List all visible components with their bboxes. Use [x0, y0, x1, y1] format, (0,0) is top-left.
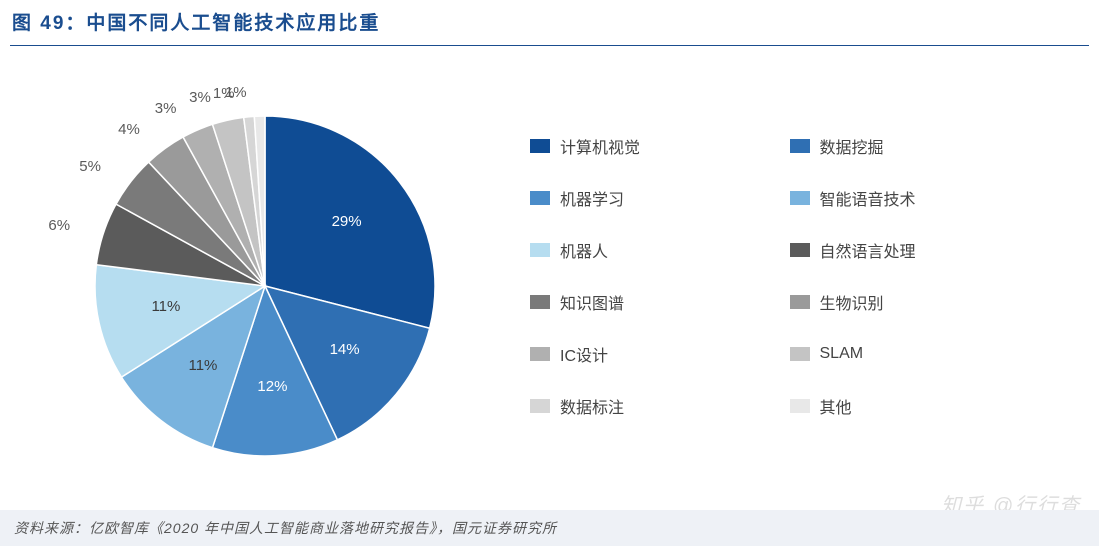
legend-swatch: [790, 347, 810, 361]
legend-item: 自然语言处理: [790, 238, 1040, 262]
pie-chart: [80, 96, 450, 476]
slice-percent-label: 11%: [151, 298, 180, 315]
slice-percent-label: 3%: [155, 100, 177, 117]
legend-label: 数据挖掘: [820, 134, 884, 158]
legend-item: 生物识别: [790, 290, 1040, 314]
slice-percent-label: 6%: [48, 217, 70, 234]
legend-label: 计算机视觉: [560, 134, 640, 158]
legend-label: SLAM: [820, 345, 864, 363]
slice-percent-label: 12%: [257, 378, 287, 395]
legend-label: 机器人: [560, 238, 608, 262]
legend-item: 知识图谱: [530, 290, 780, 314]
slice-percent-label: 3%: [189, 89, 211, 106]
source-footer: 资料来源：亿欧智库《2020 年中国人工智能商业落地研究报告》，国元证券研究所: [0, 510, 1099, 546]
legend-label: IC设计: [560, 342, 608, 366]
legend-swatch: [530, 139, 550, 153]
legend-item: 数据挖掘: [790, 134, 1040, 158]
legend-label: 自然语言处理: [820, 238, 916, 262]
legend-swatch: [790, 399, 810, 413]
slice-percent-label: 1%: [225, 84, 247, 101]
legend-item: 机器学习: [530, 186, 780, 210]
slice-percent-label: 29%: [332, 213, 362, 230]
slice-percent-label: 4%: [118, 121, 140, 138]
legend-item: 机器人: [530, 238, 780, 262]
legend-swatch: [530, 295, 550, 309]
legend-swatch: [530, 191, 550, 205]
legend-swatch: [530, 243, 550, 257]
legend-item: 其他: [790, 394, 1040, 418]
chart-title: 图 49：中国不同人工智能技术应用比重: [12, 8, 1087, 35]
legend-swatch: [530, 399, 550, 413]
legend-item: SLAM: [790, 342, 1040, 366]
legend-swatch: [790, 139, 810, 153]
legend-label: 机器学习: [560, 186, 624, 210]
slice-percent-label: 5%: [79, 158, 101, 175]
legend-label: 数据标注: [560, 394, 624, 418]
slice-percent-label: 14%: [330, 341, 360, 358]
legend-label: 其他: [820, 394, 852, 418]
legend-label: 生物识别: [820, 290, 884, 314]
legend-item: 数据标注: [530, 394, 780, 418]
legend-label: 知识图谱: [560, 290, 624, 314]
slice-percent-label: 11%: [188, 357, 217, 374]
pie-container: 29%14%12%11%11%6%5%4%3%3%1%1%: [0, 46, 530, 486]
legend-swatch: [790, 191, 810, 205]
legend-item: 计算机视觉: [530, 134, 780, 158]
chart-title-bar: 图 49：中国不同人工智能技术应用比重: [0, 0, 1099, 41]
legend-swatch: [530, 347, 550, 361]
chart-area: 29%14%12%11%11%6%5%4%3%3%1%1% 计算机视觉数据挖掘机…: [0, 46, 1099, 486]
legend-swatch: [790, 295, 810, 309]
legend-swatch: [790, 243, 810, 257]
legend-item: IC设计: [530, 342, 780, 366]
legend-label: 智能语音技术: [820, 186, 916, 210]
legend-item: 智能语音技术: [790, 186, 1040, 210]
legend: 计算机视觉 数据挖掘机器学习 智能语音技术机器人 自然语言处理知识图谱 生物识别 IC设计…: [530, 114, 1099, 418]
